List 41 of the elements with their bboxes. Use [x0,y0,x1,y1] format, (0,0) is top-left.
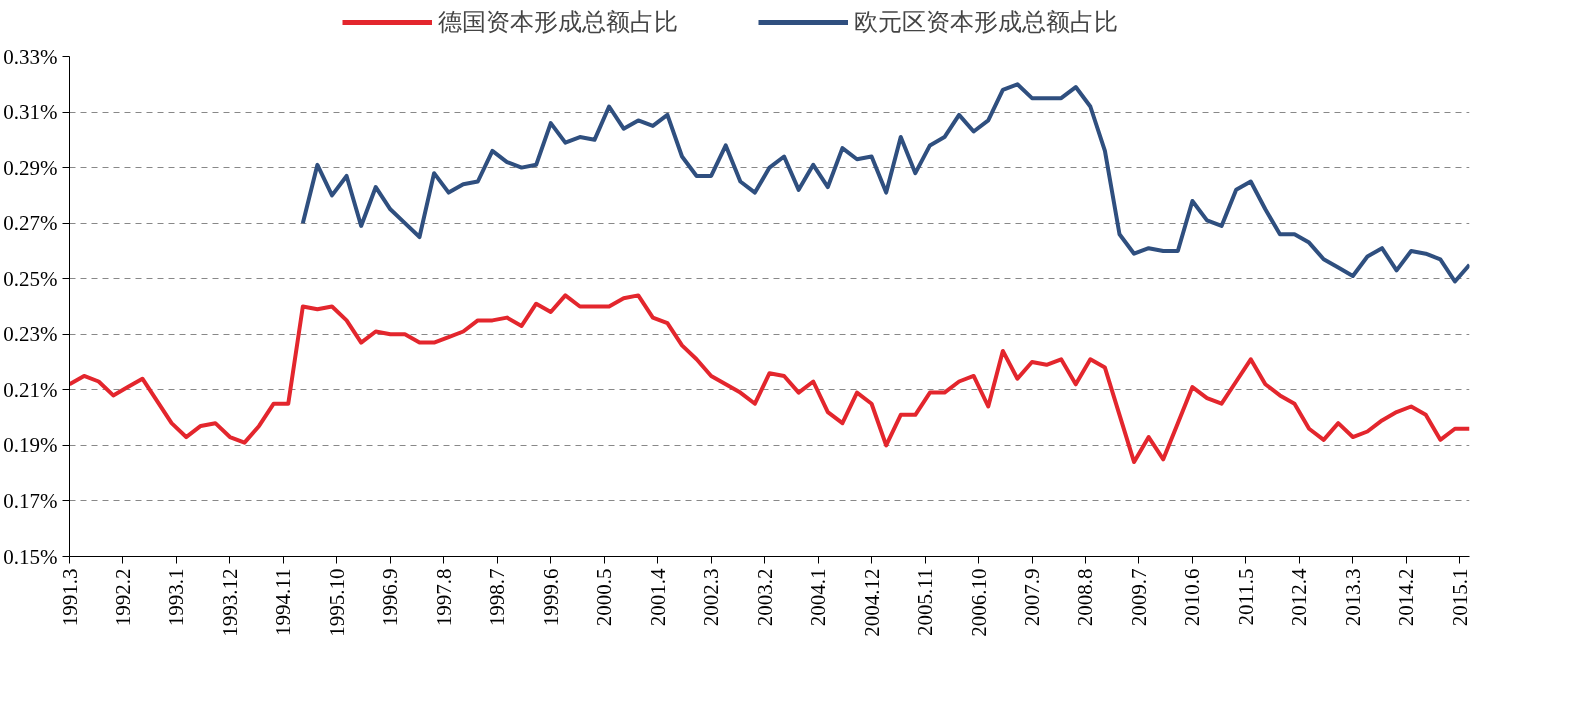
x-tick-label: 2007.9 [1020,568,1044,627]
x-tick-label: 2004.1 [806,568,831,627]
x-tick-label: 2014.2 [1394,568,1419,627]
y-tick-label: 0.33% [3,44,58,69]
y-tick-label: 0.15% [3,544,58,569]
x-tick-label: 1999.6 [538,568,563,627]
y-tick-label: 0.17% [3,488,58,513]
x-tick-label: 1993.12 [217,568,242,637]
x-tick-label: 2003.2 [752,568,777,627]
x-tick-label: 1993.1 [164,568,189,627]
y-tick-label: 0.23% [3,322,58,347]
y-tick-label: 0.29% [3,155,58,180]
x-tick-label: 1992.2 [110,568,135,627]
line-series [300,82,1470,284]
x-tick-label: 2001.4 [645,568,670,627]
x-tick-label: 2005.11 [913,568,938,636]
x-tick-label: 2010.6 [1180,568,1205,627]
y-tick-label: 0.25% [3,266,58,291]
y-tick-label: 0.31% [3,100,58,125]
x-tick-label: 2000.5 [592,568,617,627]
x-tick-label: 2012.4 [1287,568,1312,627]
x-tick-label: 2011.5 [1233,568,1258,626]
x-tick-label: 1998.7 [485,568,510,627]
x-tick-label: 1994.11 [271,568,296,636]
x-tick-label: 1996.9 [378,568,403,627]
line-series [69,293,1470,465]
y-tick-label: 0.21% [3,377,58,402]
x-tick-label: 2004.12 [859,568,884,637]
y-tick-label: 0.19% [3,433,58,458]
x-tick-label: 2006.10 [966,568,991,637]
x-tick-label: 1997.8 [431,568,456,627]
x-tick-label: 2008.8 [1073,568,1098,627]
x-tick-label: 2013.3 [1340,568,1365,627]
x-tick-label: 2002.3 [699,568,724,627]
x-tick-label: 1995.10 [324,568,349,637]
x-tick-label: 1991.3 [57,568,82,627]
x-tick-label: 2009.7 [1126,568,1151,627]
legend-label: 欧元区资本形成总额占比 [854,8,1118,37]
x-tick-label: 2015.1 [1447,568,1472,627]
y-tick-label: 0.27% [3,211,58,236]
legend-label: 德国资本形成总额占比 [438,8,678,37]
